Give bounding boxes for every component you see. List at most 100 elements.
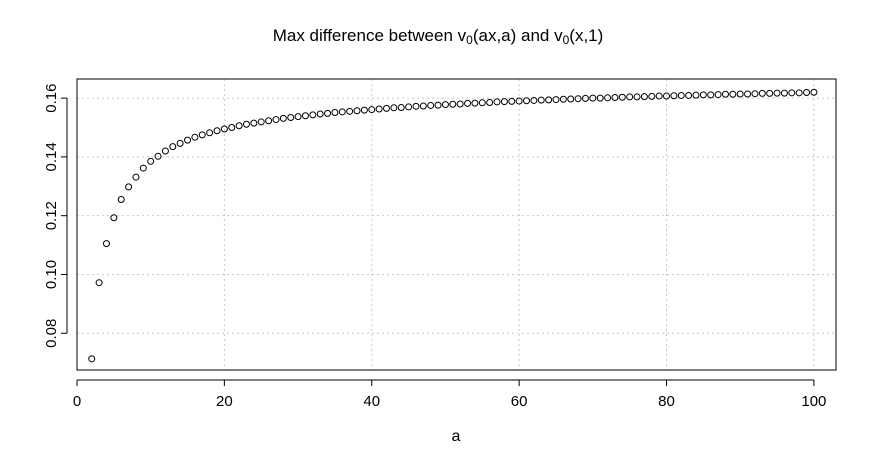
data-point <box>810 88 818 96</box>
data-point <box>493 98 501 106</box>
chart-title-subscript-2: 0 <box>562 33 570 47</box>
x-tick-label: 80 <box>658 393 675 410</box>
data-point <box>213 127 221 135</box>
data-point <box>589 94 597 102</box>
data-point <box>648 92 656 100</box>
data-point <box>88 355 96 363</box>
data-point <box>265 117 273 125</box>
data-point <box>338 108 346 116</box>
x-tick-label: 40 <box>363 393 380 410</box>
data-point <box>397 104 405 112</box>
data-point <box>523 97 531 105</box>
chart-title-part1: Max difference between v <box>272 26 467 45</box>
y-tick-label: 0.14 <box>43 142 60 171</box>
data-point <box>766 89 774 97</box>
data-point <box>508 97 516 105</box>
data-point <box>655 92 663 100</box>
data-point <box>596 94 604 102</box>
data-point <box>382 104 390 112</box>
x-axis-label: a <box>451 428 461 445</box>
data-point <box>626 93 634 101</box>
y-tick-label: 0.10 <box>43 260 60 289</box>
data-point <box>449 100 457 108</box>
data-point <box>663 92 671 100</box>
data-point <box>545 96 553 104</box>
data-point <box>618 93 626 101</box>
data-point <box>692 91 700 99</box>
data-point <box>235 122 243 130</box>
data-point <box>670 92 678 100</box>
chart-title-part3: (x,1) <box>569 26 604 45</box>
data-point <box>279 114 287 122</box>
data-point <box>530 96 538 104</box>
data-point <box>552 96 560 104</box>
data-point <box>441 101 449 109</box>
chart-title-subscript-1: 0 <box>466 33 473 47</box>
data-point <box>464 99 472 107</box>
data-point <box>633 93 641 101</box>
data-point <box>427 101 435 109</box>
data-point <box>309 111 317 119</box>
chart-title-part2: (ax,a) and v <box>472 26 563 45</box>
data-point <box>242 120 250 128</box>
x-tick-label: 20 <box>216 393 233 410</box>
data-point <box>147 157 155 165</box>
data-point <box>316 110 324 118</box>
data-point <box>729 90 737 98</box>
data-point <box>640 93 648 101</box>
chart-title: Max difference between v0(ax,a) and v0(x… <box>0 26 876 46</box>
data-point <box>346 107 354 115</box>
data-point <box>324 109 332 117</box>
data-point <box>471 99 479 107</box>
data-point <box>685 91 693 99</box>
y-axis: 0.08 0.10 0.12 0.14 0.16 <box>43 84 68 348</box>
data-point <box>486 99 494 107</box>
plot-frame <box>76 78 837 371</box>
data-point <box>250 119 258 127</box>
x-tick-label: 0 <box>73 393 81 410</box>
data-point <box>301 112 309 120</box>
data-point <box>574 95 582 103</box>
data-point <box>184 136 192 144</box>
data-point <box>125 183 133 191</box>
data-point <box>500 98 508 106</box>
data-point <box>95 279 103 287</box>
data-point <box>736 90 744 98</box>
data-point <box>744 90 752 98</box>
data-points <box>88 88 818 363</box>
data-point <box>405 103 413 111</box>
data-point <box>788 89 796 97</box>
data-point <box>220 125 228 133</box>
data-point <box>773 89 781 97</box>
data-point <box>611 94 619 102</box>
data-point <box>110 214 118 222</box>
data-point <box>699 91 707 99</box>
data-point <box>228 124 236 131</box>
data-point <box>677 91 685 99</box>
x-tick-label: 100 <box>801 393 826 410</box>
data-point <box>331 109 339 117</box>
data-point <box>117 196 125 204</box>
data-point <box>412 102 420 110</box>
data-point <box>604 94 612 102</box>
data-point <box>751 90 759 98</box>
data-point <box>758 89 766 97</box>
data-point <box>707 91 715 99</box>
data-point <box>294 113 302 121</box>
data-point <box>191 133 199 141</box>
data-point <box>257 118 265 126</box>
data-point <box>390 104 398 112</box>
data-point <box>780 89 788 97</box>
y-tick-label: 0.12 <box>43 201 60 230</box>
data-point <box>353 107 361 115</box>
x-axis: 0 20 40 60 80 100 <box>73 379 826 410</box>
data-point <box>515 97 523 105</box>
x-tick-label: 60 <box>511 393 528 410</box>
data-point <box>537 96 545 104</box>
data-point <box>721 90 729 98</box>
data-point <box>478 99 486 107</box>
y-tick-label: 0.08 <box>43 319 60 348</box>
data-point <box>287 114 295 122</box>
